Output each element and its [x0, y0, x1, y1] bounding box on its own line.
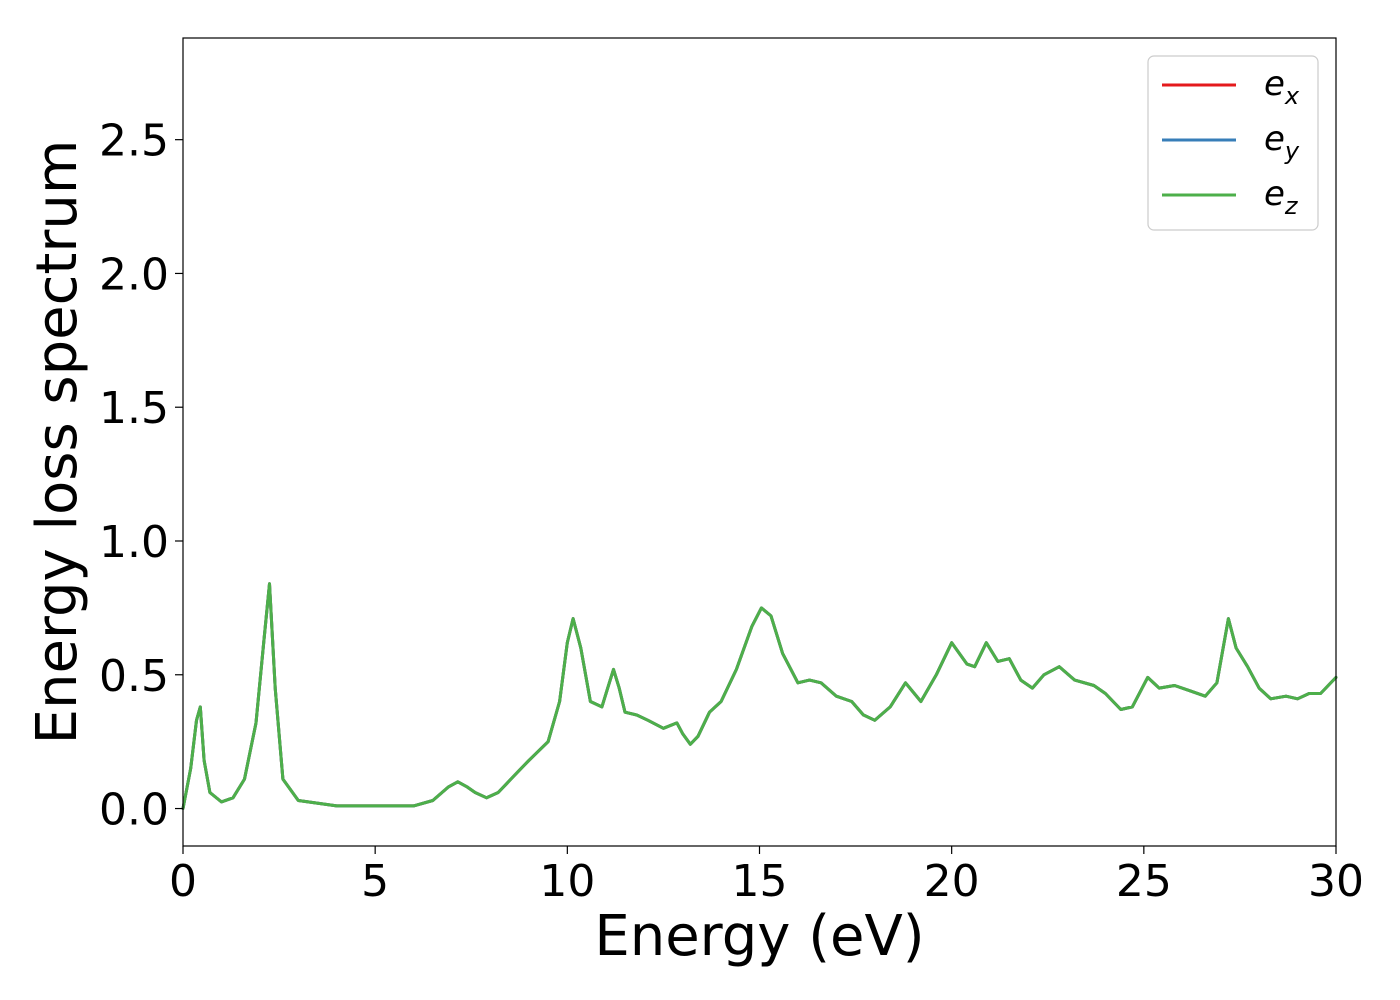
x-tick-label: 0: [169, 856, 197, 907]
y-tick-label: 0.5: [99, 651, 169, 702]
legend-box: [1147, 55, 1319, 231]
x-axis-title: Energy (eV): [594, 904, 924, 969]
y-tick-label: 1.5: [99, 383, 169, 434]
x-tick-label: 10: [539, 856, 595, 907]
x-tick-label: 5: [361, 856, 389, 907]
legend-label-sub: z: [1284, 192, 1299, 220]
y-tick-label: 0.0: [99, 785, 169, 836]
legend-label-sub: x: [1284, 82, 1300, 110]
y-axis-ticks: 0.0 0.5 1.0 1.5 2.0 2.5: [99, 116, 183, 836]
x-tick-label: 20: [924, 856, 980, 907]
legend-label-x: ex: [1264, 64, 1300, 110]
legend-label-main: e: [1264, 119, 1285, 159]
x-tick-label: 15: [732, 856, 788, 907]
y-tick-label: 2.5: [99, 116, 169, 167]
series-line-y: [181, 582, 1338, 810]
legend-label-z: ez: [1264, 174, 1299, 220]
x-tick-label: 25: [1116, 856, 1172, 907]
legend-label-sub: y: [1284, 137, 1300, 165]
y-tick-label: 1.0: [99, 517, 169, 568]
x-axis-ticks: 0 5 10 15 20 25 30: [169, 846, 1364, 907]
legend-label-main: e: [1264, 64, 1285, 104]
series-line-x: [181, 582, 1338, 810]
y-axis-title: Energy loss spectrum: [25, 140, 90, 745]
legend-label-y: ey: [1264, 119, 1300, 165]
x-tick-label: 30: [1308, 856, 1364, 907]
series-line-z: [181, 582, 1338, 810]
y-tick-label: 2.0: [99, 249, 169, 300]
legend-label-main: e: [1264, 174, 1285, 214]
series-layer: [181, 582, 1338, 810]
